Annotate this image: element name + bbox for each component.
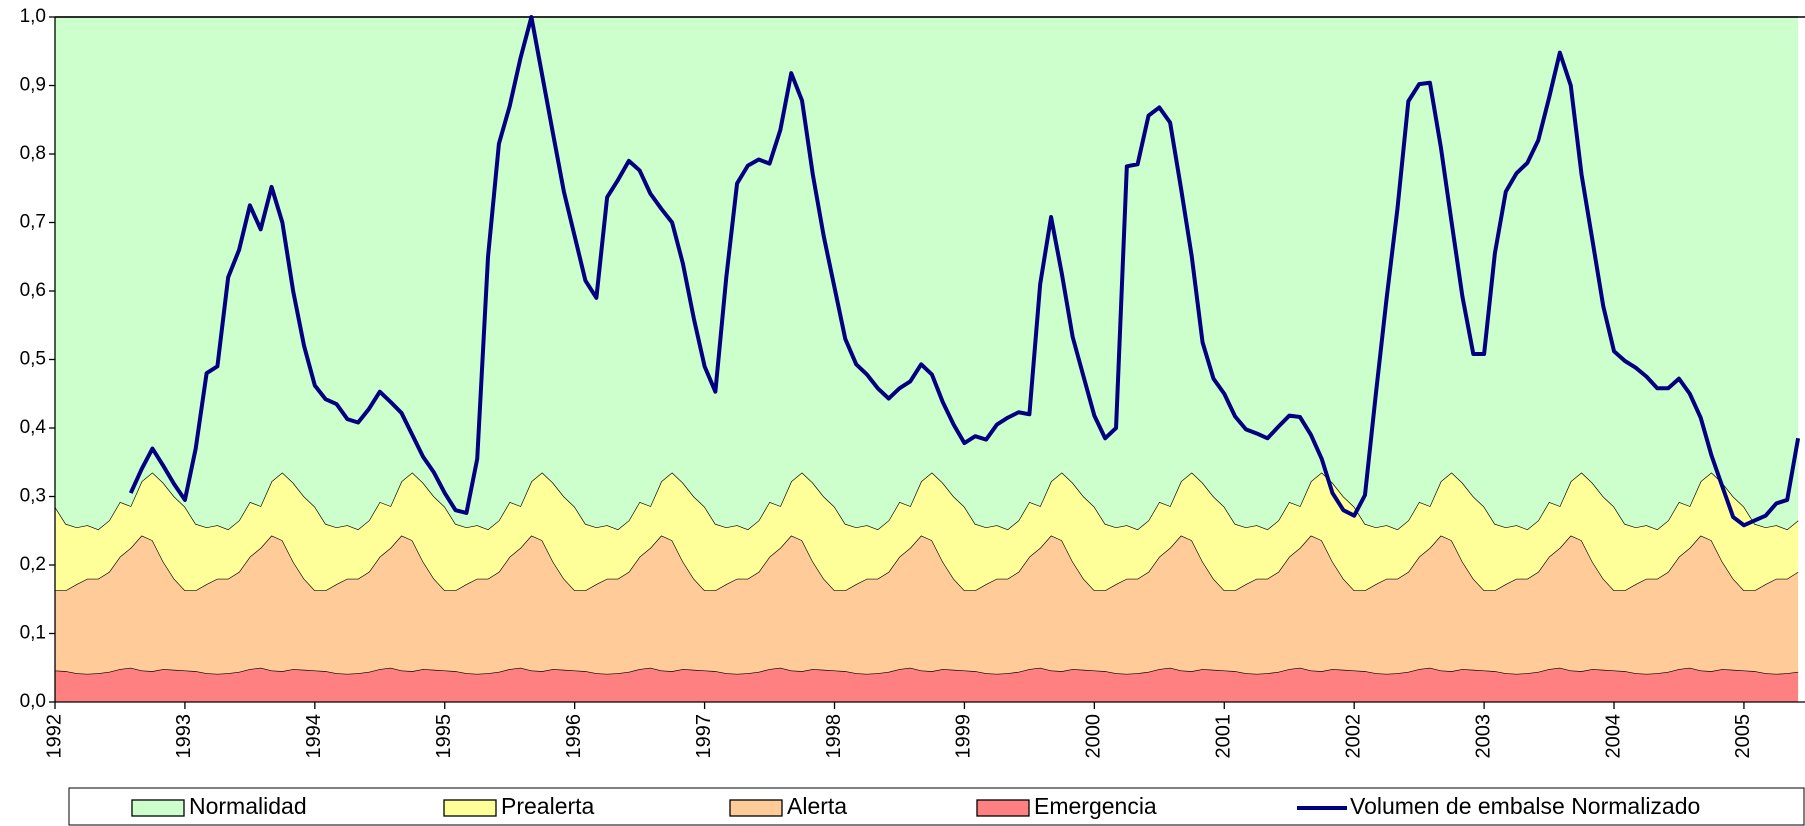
legend-label: Normalidad — [189, 793, 307, 819]
x-tick-label: 1992 — [43, 714, 65, 759]
x-tick-label: 1993 — [173, 714, 195, 759]
legend-swatch — [976, 799, 1030, 817]
area — [55, 472, 1799, 591]
legend-label: Prealerta — [501, 793, 595, 819]
y-tick-label: 0,7 — [20, 212, 46, 233]
legend-swatch — [131, 799, 185, 817]
legend-swatch — [729, 799, 783, 817]
legend-label: Emergencia — [1034, 793, 1157, 819]
y-tick-label: 0,6 — [20, 280, 46, 301]
x-tick-label: 1998 — [823, 714, 845, 759]
x-tick-label: 2000 — [1083, 714, 1105, 759]
y-tick-label: 0,2 — [20, 554, 46, 575]
area-edge — [54, 667, 1799, 675]
line — [128, 15, 1801, 528]
x-tick-label: 1995 — [433, 714, 455, 759]
legend-label: Volumen de embalse Normalizado — [1350, 793, 1700, 819]
x-tick-label: 2001 — [1213, 714, 1235, 759]
y-tick-label: 0,3 — [20, 486, 46, 507]
x-tick-label: 1997 — [693, 714, 715, 759]
x-tick-label: 2003 — [1472, 714, 1494, 759]
area — [55, 667, 1799, 702]
y-tick-label: 1,0 — [20, 6, 46, 27]
y-tick-label: 0,8 — [20, 143, 46, 164]
area — [55, 17, 1799, 530]
y-tick-label: 0,4 — [20, 417, 47, 438]
area — [55, 535, 1799, 674]
y-tick-label: 0,1 — [20, 623, 46, 644]
x-tick-label: 1999 — [953, 714, 975, 759]
y-tick-label: 0,0 — [20, 691, 46, 712]
x-tick-label: 1994 — [303, 714, 325, 759]
x-tick-label: 1996 — [563, 714, 585, 759]
x-tick-label: 2004 — [1602, 714, 1624, 759]
legend-label: Alerta — [787, 793, 847, 819]
x-tick-label: 2005 — [1732, 714, 1754, 759]
legend-box — [68, 787, 1805, 826]
y-tick-label: 0,9 — [20, 75, 46, 96]
y-tick-label: 0,5 — [20, 349, 46, 370]
x-tick-label: 2002 — [1342, 714, 1364, 759]
legend-swatch — [443, 799, 497, 817]
